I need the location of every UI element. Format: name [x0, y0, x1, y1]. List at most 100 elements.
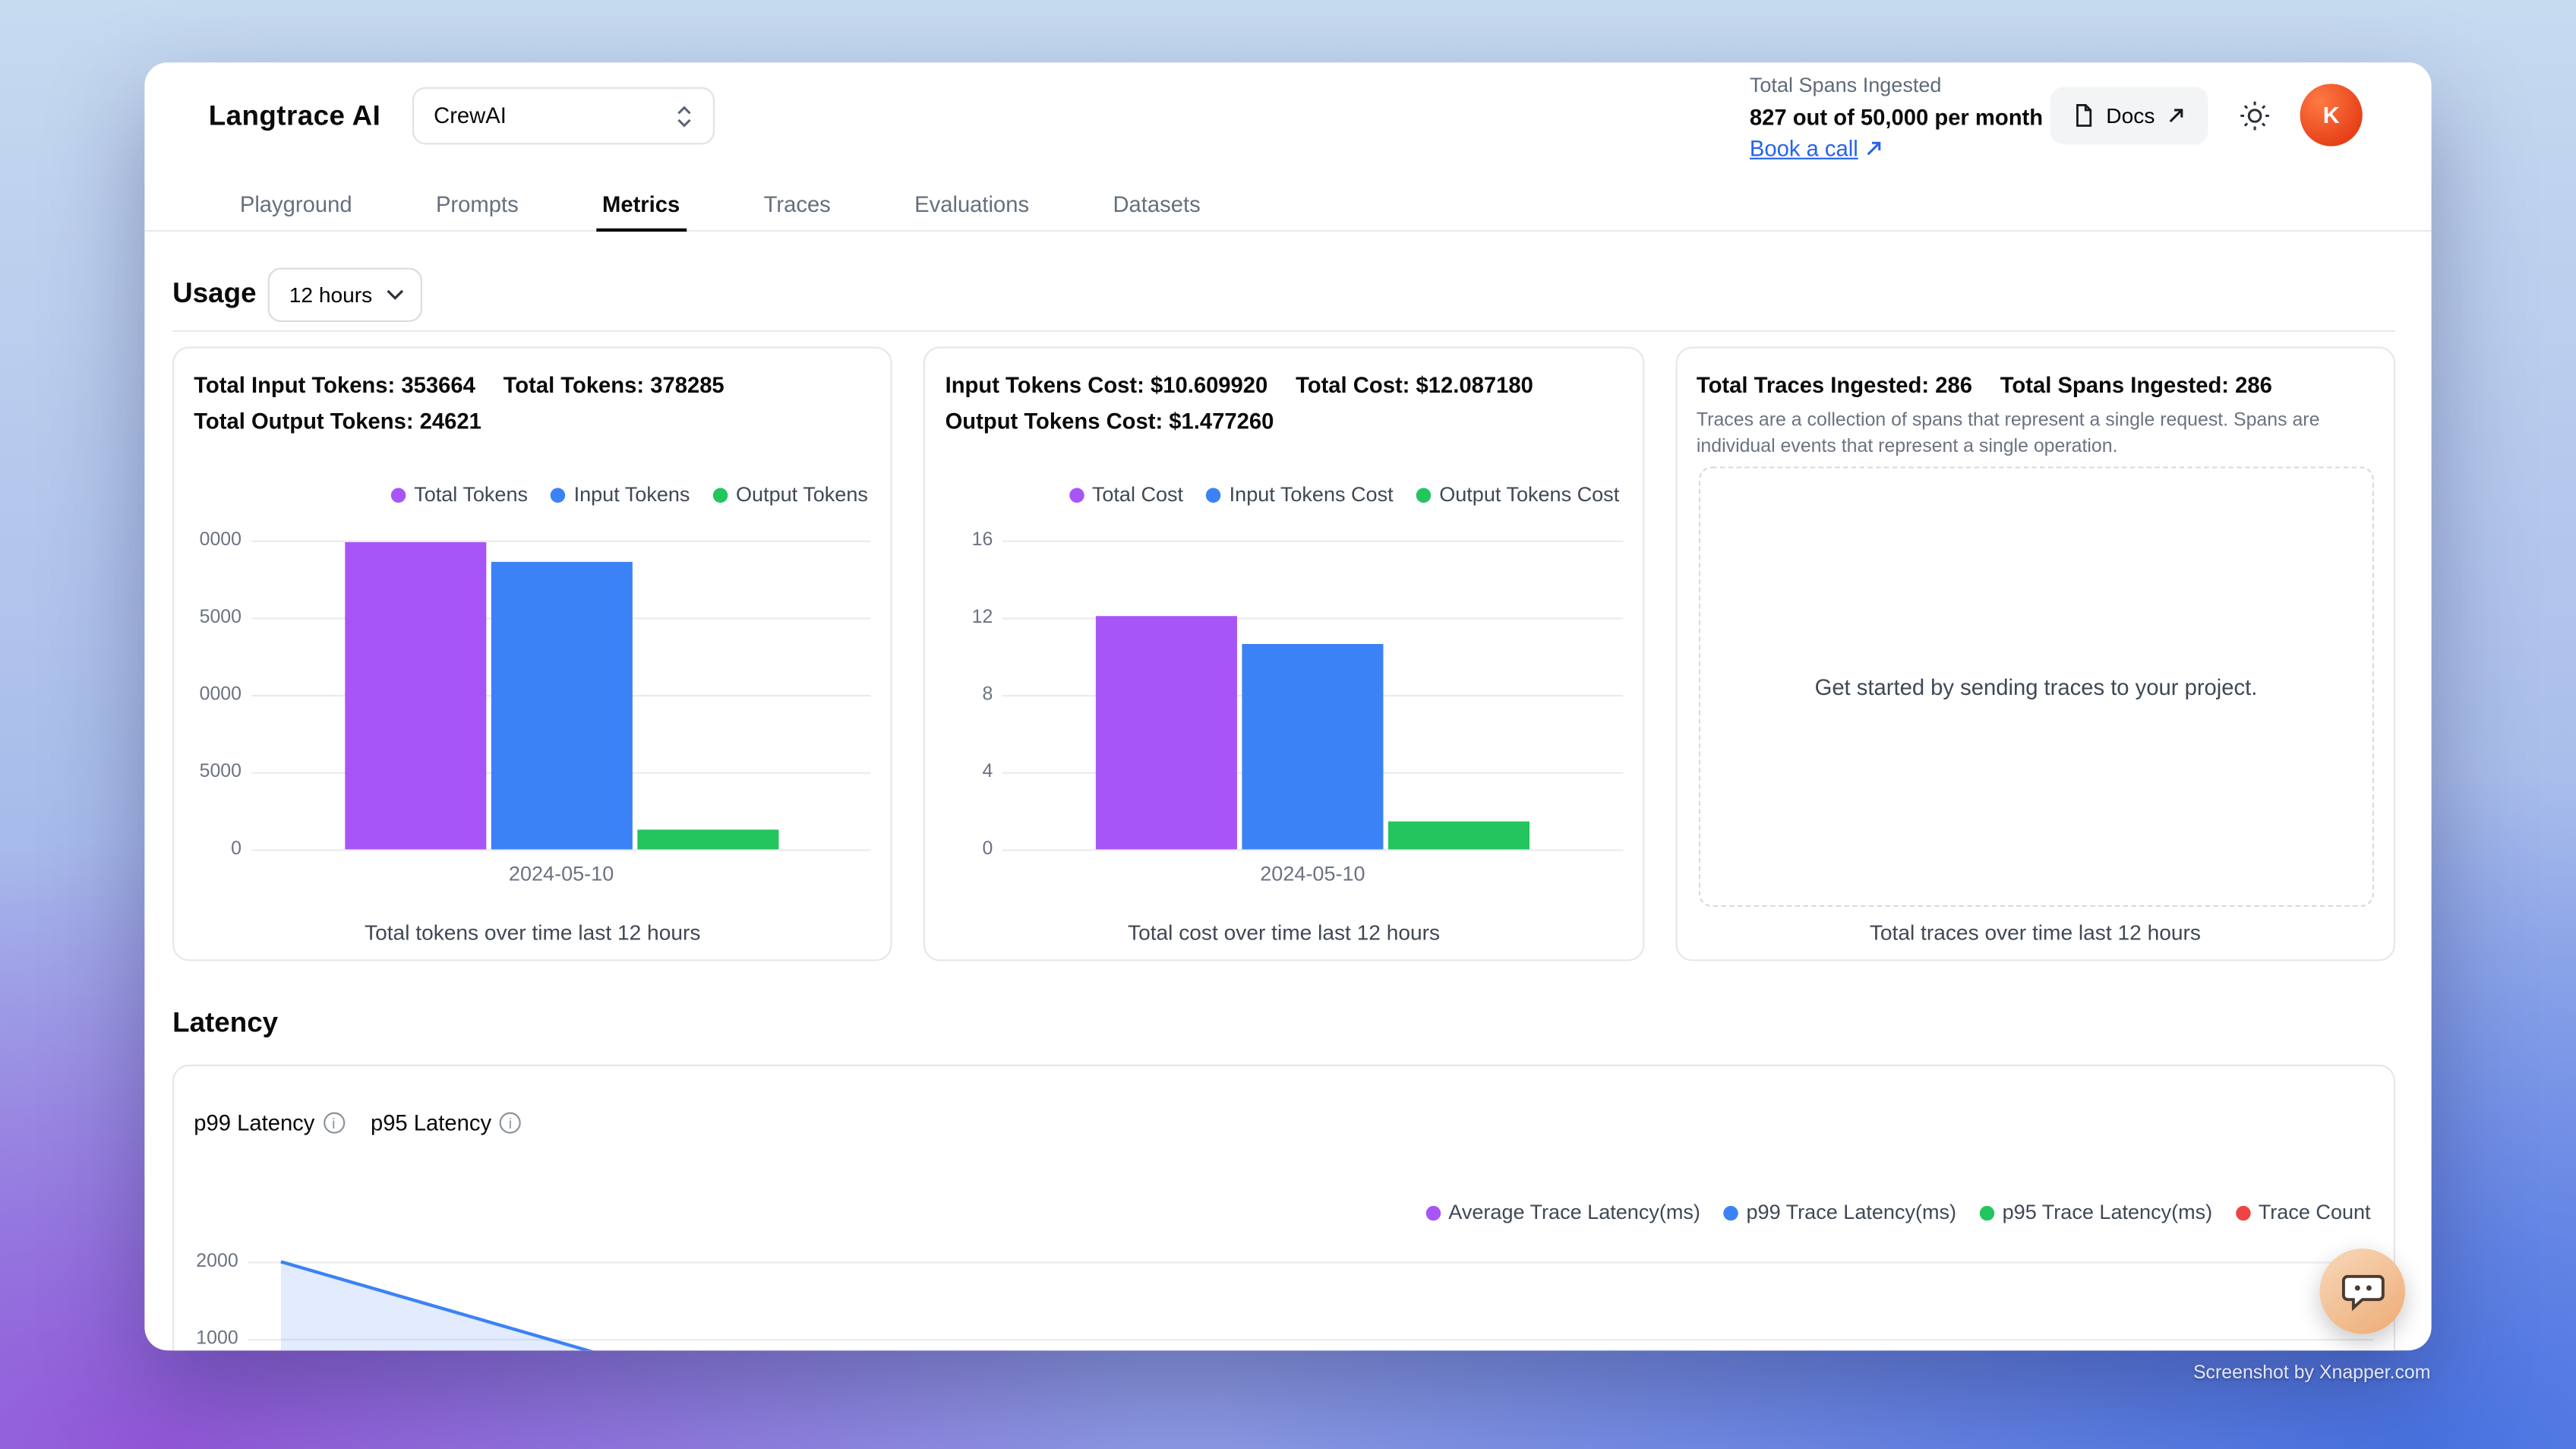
p99-latency-label: p99 Latency — [194, 1110, 315, 1135]
cost-bar-chart: 16 12 8 4 0 — [972, 531, 1623, 859]
info-icon[interactable] — [323, 1112, 345, 1134]
cost-chart-caption: Total cost over time last 12 hours — [1128, 920, 1441, 945]
tab-playground[interactable]: Playground — [239, 192, 352, 217]
tab-evaluations[interactable]: Evaluations — [914, 192, 1030, 217]
tokens-card: Total Input Tokens: 353664 Total Tokens:… — [172, 346, 893, 961]
bar-output-tokens-cost — [1388, 821, 1530, 850]
tokens-chart-caption: Total tokens over time last 12 hours — [365, 920, 701, 945]
legend-item: Average Trace Latency(ms) — [1425, 1201, 1700, 1224]
info-icon[interactable] — [499, 1112, 522, 1134]
theme-toggle-button[interactable] — [2224, 87, 2284, 145]
bar-total-tokens — [345, 541, 487, 850]
legend-item: p99 Trace Latency(ms) — [1723, 1201, 1957, 1224]
y-axis-tick-label: 0 — [982, 839, 993, 860]
y-axis-tick-label: 5000 — [199, 608, 242, 628]
legend-dot-icon — [551, 487, 566, 502]
app-logo: Langtrace AI — [208, 99, 381, 132]
tokens-chart-x-label: 2024-05-10 — [508, 862, 614, 886]
tokens-bar-chart: 0000 5000 0000 5000 0 — [200, 531, 872, 859]
legend-label: Average Trace Latency(ms) — [1448, 1201, 1700, 1224]
y-axis-tick-label: 0000 — [199, 530, 242, 551]
docs-button[interactable]: Docs — [2050, 87, 2208, 145]
gridline — [1002, 540, 1623, 542]
gridline — [251, 540, 872, 542]
bar-total-cost — [1096, 616, 1238, 850]
input-tokens-cost-stat: Input Tokens Cost: $10.609920 — [945, 373, 1268, 398]
bar-input-tokens — [491, 561, 633, 850]
legend-label: Total Cost — [1091, 483, 1184, 507]
y-axis-tick-label: 2000 — [196, 1252, 238, 1272]
sun-icon — [2240, 101, 2268, 131]
chat-bubble-icon — [2341, 1274, 2384, 1311]
traces-chart-caption: Total traces over time last 12 hours — [1869, 920, 2201, 945]
avatar[interactable]: K — [2300, 84, 2363, 147]
tab-datasets[interactable]: Datasets — [1113, 192, 1201, 217]
legend-label: Input Tokens — [573, 483, 690, 507]
legend-dot-icon — [1723, 1204, 1738, 1220]
chevron-down-icon — [386, 289, 403, 300]
bar-output-tokens — [637, 829, 779, 850]
legend-label: Output Tokens Cost — [1439, 483, 1620, 507]
legend-item: Total Cost — [1069, 483, 1184, 507]
usage-cards-row: Total Input Tokens: 353664 Total Tokens:… — [172, 346, 2396, 961]
y-axis-tick-label: 8 — [982, 685, 993, 706]
total-tokens-stat: Total Tokens: 378285 — [503, 373, 724, 398]
book-a-call-link[interactable]: Book a call — [1750, 133, 1883, 164]
tokens-stats: Total Input Tokens: 353664 Total Tokens:… — [174, 349, 891, 434]
project-selector-value: CrewAI — [434, 103, 507, 128]
legend-item: Total Tokens — [390, 483, 529, 507]
time-range-selector[interactable]: 12 hours — [267, 267, 422, 322]
chevron-up-down-icon — [675, 103, 693, 129]
legend-label: Trace Count — [2258, 1201, 2371, 1224]
y-axis-tick-label: 16 — [971, 530, 993, 551]
output-tokens-cost-stat: Output Tokens Cost: $1.477260 — [945, 409, 1274, 434]
book-a-call-label: Book a call — [1749, 136, 1858, 161]
y-axis-tick-label: 5000 — [199, 762, 242, 782]
legend-dot-icon — [2235, 1204, 2250, 1220]
legend-dot-icon — [1979, 1204, 1994, 1220]
tokens-chart-legend: Total Tokens Input Tokens Output Tokens — [390, 483, 868, 507]
project-selector[interactable]: CrewAI — [412, 87, 715, 145]
usage-section-title: Usage — [172, 277, 257, 309]
legend-dot-icon — [712, 487, 728, 502]
tab-traces[interactable]: Traces — [763, 192, 831, 217]
y-axis-tick-label: 0 — [231, 839, 242, 860]
legend-dot-icon — [1206, 487, 1221, 502]
cost-card: Input Tokens Cost: $10.609920 Total Cost… — [923, 346, 1644, 961]
latency-chart-legend: Average Trace Latency(ms) p99 Trace Laten… — [1425, 1201, 2371, 1224]
y-axis-tick-label: 0000 — [199, 685, 242, 706]
cost-chart-x-label: 2024-05-10 — [1260, 862, 1365, 886]
app-window: Langtrace AI CrewAI Total Spans Ingested… — [144, 62, 2432, 1351]
legend-label: Output Tokens — [736, 483, 868, 507]
latency-card: p99 Latency p95 Latency Average Trace La… — [172, 1064, 2396, 1351]
legend-item: Input Tokens — [551, 483, 690, 506]
p95-latency-label: p95 Latency — [370, 1110, 492, 1135]
legend-dot-icon — [390, 487, 406, 502]
legend-label: Input Tokens Cost — [1229, 483, 1394, 507]
total-input-tokens-stat: Total Input Tokens: 353664 — [194, 373, 475, 398]
cost-chart-legend: Total Cost Input Tokens Cost Output Tokens… — [1069, 483, 1620, 507]
legend-item: Input Tokens Cost — [1206, 483, 1394, 507]
external-link-icon — [2168, 109, 2183, 123]
legend-dot-icon — [1416, 487, 1432, 502]
gridline — [1002, 849, 1623, 851]
gridline — [248, 1339, 2374, 1341]
traces-description: Traces are a collection of spans that re… — [1696, 410, 2320, 456]
y-axis-tick-label: 1000 — [196, 1329, 238, 1350]
legend-item: Trace Count — [2235, 1201, 2371, 1224]
legend-item: p95 Trace Latency(ms) — [1979, 1201, 2212, 1224]
chat-widget-button[interactable] — [2319, 1249, 2406, 1334]
legend-label: Total Tokens — [414, 483, 529, 507]
spans-ingested-label: Total Spans Ingested — [1749, 74, 1942, 97]
legend-dot-icon — [1069, 487, 1084, 502]
tab-prompts[interactable]: Prompts — [435, 192, 519, 217]
traces-card: Total Traces Ingested: 286 Total Spans I… — [1675, 346, 2396, 961]
total-traces-ingested-stat: Total Traces Ingested: 286 — [1696, 373, 1972, 398]
legend-label: p99 Trace Latency(ms) — [1746, 1201, 1957, 1224]
usage-divider — [172, 330, 2396, 332]
tab-metrics[interactable]: Metrics — [595, 179, 687, 232]
y-axis-tick-label: 4 — [982, 762, 993, 782]
legend-item: Output Tokens — [712, 483, 868, 507]
latency-line-chart: 2000 1000 — [196, 1252, 2374, 1351]
